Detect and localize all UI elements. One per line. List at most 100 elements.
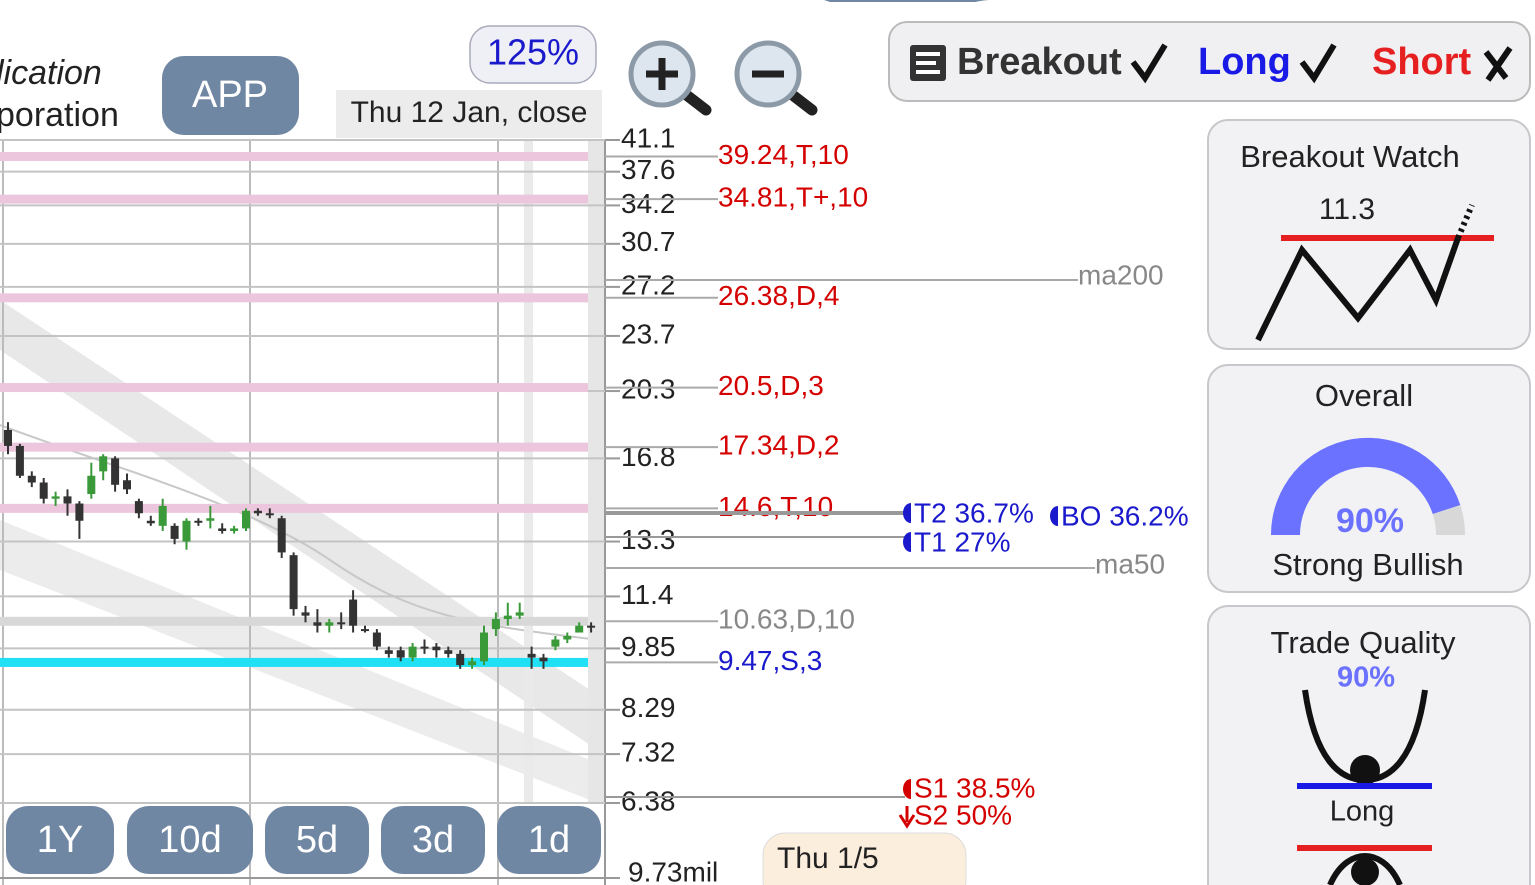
- period-label[interactable]: 1Y: [37, 819, 83, 861]
- y-tick-label: 9.85: [621, 631, 676, 662]
- candle-body: [27, 475, 36, 483]
- volume-label: 9.73mil: [628, 856, 718, 885]
- period-buttons: 1Y 10d 5d 3d 1d: [6, 806, 601, 874]
- period-label[interactable]: 1d: [528, 819, 570, 861]
- zoom-level-box[interactable]: [469, 25, 597, 84]
- candle-body: [551, 639, 560, 647]
- breakout-price: 11.3: [1319, 193, 1375, 226]
- target-label: T1 27%: [914, 526, 1011, 557]
- stop-label: S2 50%: [914, 799, 1012, 830]
- level-label: 26.38,D,4: [718, 280, 839, 311]
- card-title: Trade Quality: [1271, 625, 1456, 660]
- period-button[interactable]: [127, 806, 253, 874]
- candle-body: [587, 625, 596, 628]
- candle-body: [491, 618, 500, 630]
- top-tab[interactable]: [815, 0, 990, 2]
- candle-body: [444, 650, 453, 654]
- check-icon[interactable]: [1130, 43, 1168, 84]
- plus[interactable]: [646, 58, 678, 90]
- candle-body: [87, 475, 96, 495]
- pattern-line: [1255, 236, 1461, 342]
- candle-body: [480, 632, 488, 662]
- y-tick-label: 6.38: [621, 785, 676, 816]
- candle-body: [4, 429, 12, 446]
- level-band: [0, 151, 588, 161]
- candle-body: [563, 636, 572, 640]
- candles: [4, 422, 596, 669]
- target-marker: [903, 532, 911, 552]
- candle-body: [182, 520, 191, 542]
- period-label[interactable]: 5d: [296, 819, 338, 861]
- cross-icon[interactable]: [1483, 46, 1513, 82]
- hover-date: Thu 1/5: [777, 842, 879, 875]
- candle-body: [575, 625, 584, 633]
- period-button[interactable]: [265, 806, 369, 874]
- y-tick-label: 30.7: [621, 226, 676, 257]
- menu-lines[interactable]: [916, 52, 940, 74]
- candle-body: [230, 528, 239, 532]
- level-band: [0, 442, 588, 452]
- candle-body: [396, 650, 405, 658]
- candle-body: [408, 646, 417, 658]
- target-label: T2 36.7%: [914, 497, 1034, 528]
- ticker[interactable]: APP: [192, 74, 268, 116]
- breakout-watch-card[interactable]: [1207, 119, 1531, 350]
- candle-body: [372, 632, 381, 647]
- candle-body: [51, 496, 60, 499]
- period-label[interactable]: 10d: [158, 819, 221, 861]
- trade-quality-card[interactable]: [1207, 605, 1531, 885]
- candle-body: [242, 510, 250, 529]
- y-tick-label: 13.3: [621, 524, 676, 555]
- axis-column: [588, 140, 605, 803]
- y-tick-label: 34.2: [621, 188, 676, 219]
- company-name: lication: [0, 54, 102, 92]
- candle-body: [123, 480, 131, 490]
- period-button[interactable]: [6, 806, 114, 874]
- hover-date-box: [762, 832, 967, 885]
- filter-bar: [888, 21, 1531, 102]
- level-band: [0, 293, 588, 303]
- gauge: [1270, 437, 1466, 535]
- level-label: 9.47,S,3: [718, 645, 822, 676]
- candle-body: [158, 505, 167, 526]
- filter-label[interactable]: Breakout: [957, 41, 1122, 83]
- card-title: Overall: [1315, 378, 1413, 413]
- zoom-in[interactable]: [628, 40, 712, 116]
- candle-body: [349, 599, 358, 626]
- candle-body: [468, 661, 477, 666]
- candle-body: [39, 482, 48, 499]
- filter-label[interactable]: Long: [1198, 41, 1291, 83]
- ball: [1350, 755, 1380, 785]
- filter-label[interactable]: Short: [1372, 41, 1472, 83]
- zoom-level[interactable]: 125%: [487, 32, 579, 73]
- period-button[interactable]: [381, 806, 485, 874]
- level-band: [0, 657, 588, 667]
- zoom-out[interactable]: [734, 40, 818, 116]
- check-icon[interactable]: [1299, 43, 1337, 84]
- ticker-button[interactable]: [162, 56, 299, 135]
- stop-arrow: [898, 806, 916, 829]
- cursor-column: [524, 140, 533, 803]
- candle-body: [420, 646, 429, 649]
- candle-body: [277, 518, 286, 553]
- candle-body: [63, 496, 72, 504]
- date-box: [336, 90, 602, 138]
- candle-body: [146, 520, 155, 524]
- candle-body: [313, 622, 322, 626]
- rating: Strong Bullish: [1272, 547, 1463, 582]
- overall-card[interactable]: [1207, 364, 1531, 593]
- level-label: 34.81,T+,10: [718, 182, 868, 213]
- grid: 41.137.634.2 30.7 27.2 23.7 20.3 16.8 13.3 11.4…: [0, 122, 676, 816]
- candle-body: [301, 612, 310, 616]
- candle-body: [134, 501, 143, 514]
- y-tick-label: 27.2: [621, 269, 676, 300]
- ma-band: [0, 300, 590, 745]
- candle-body: [265, 513, 274, 516]
- period-button[interactable]: [497, 806, 601, 874]
- gauge-fill: [1270, 437, 1461, 535]
- period-label[interactable]: 3d: [412, 819, 454, 861]
- levels: 39.24,T,10 34.81,T+,10 26.38,D,4 20.5,D,3 17…: [0, 139, 868, 676]
